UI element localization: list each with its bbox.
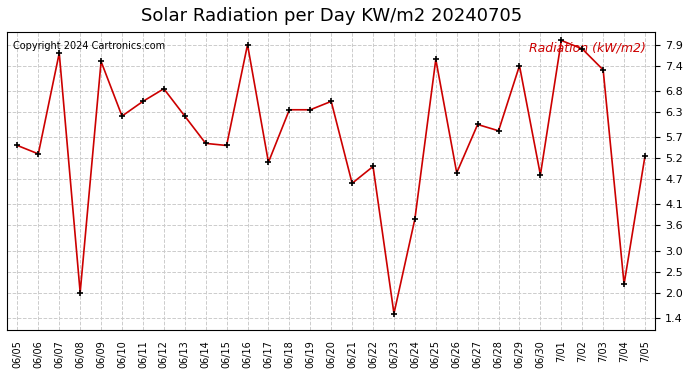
Title: Solar Radiation per Day KW/m2 20240705: Solar Radiation per Day KW/m2 20240705 (141, 7, 522, 25)
Text: Copyright 2024 Cartronics.com: Copyright 2024 Cartronics.com (13, 41, 166, 51)
Text: Radiation (kW/m2): Radiation (kW/m2) (529, 41, 646, 54)
